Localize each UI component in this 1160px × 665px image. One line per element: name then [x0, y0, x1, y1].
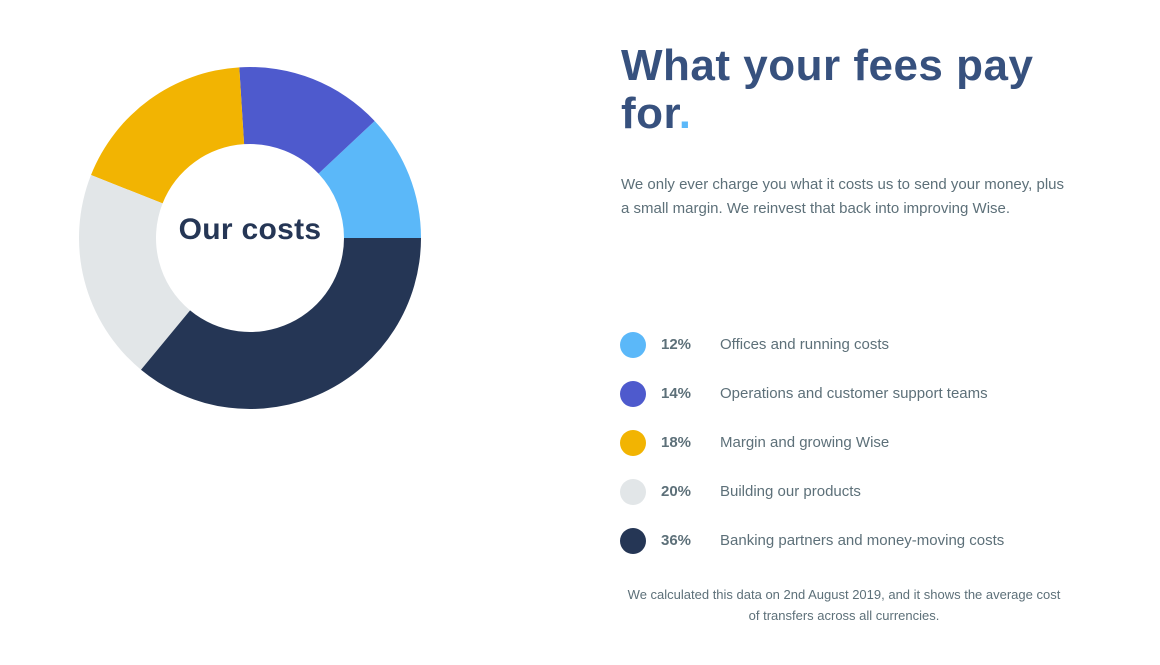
intro-text: We only ever charge you what it costs us…	[621, 176, 1064, 217]
donut-slice	[318, 120, 421, 238]
legend-swatch	[620, 380, 646, 407]
legend-label: Offices and running costs	[720, 336, 889, 353]
donut-chart-svg	[79, 67, 421, 409]
legend-percent: 14%	[661, 385, 692, 402]
legend-label: Operations and customer support teams	[720, 385, 988, 402]
donut-slices	[79, 67, 421, 409]
legend-label: Banking partners and money-moving costs	[720, 532, 1005, 549]
donut-slice	[141, 238, 421, 409]
legend-label: Building our products	[720, 483, 861, 500]
page-title-dot: .	[678, 89, 692, 138]
donut-chart: Our costs	[70, 58, 430, 418]
legend-swatch	[620, 331, 646, 358]
legend-item: 36% Banking partners and money-moving co…	[620, 516, 1090, 565]
legend-percent: 12%	[661, 336, 692, 353]
page-title: What your fees pay for.	[621, 42, 1061, 138]
legend-label: Margin and growing Wise	[720, 434, 890, 451]
legend-item: 18% Margin and growing Wise	[620, 418, 1090, 467]
footnote: We calculated this data on 2nd August 20…	[627, 587, 1061, 623]
page-title-text: What your fees pay for	[621, 41, 1034, 138]
chart-center-label: Our costs	[178, 213, 322, 246]
legend-swatch	[620, 429, 646, 456]
legend-percent: 36%	[661, 532, 692, 549]
legend-swatch	[620, 478, 646, 505]
donut-slice	[239, 67, 375, 174]
legend-swatch	[620, 527, 646, 554]
legend-item: 14% Operations and customer support team…	[620, 369, 1090, 418]
legend-percent: 18%	[661, 434, 692, 451]
chart-legend: 12% Offices and running costs 14% Operat…	[620, 320, 1090, 565]
donut-slice	[79, 175, 191, 370]
legend-item: 20% Building our products	[620, 467, 1090, 516]
legend-percent: 20%	[661, 483, 692, 500]
donut-slice	[91, 67, 245, 204]
legend-item: 12% Offices and running costs	[620, 320, 1090, 369]
